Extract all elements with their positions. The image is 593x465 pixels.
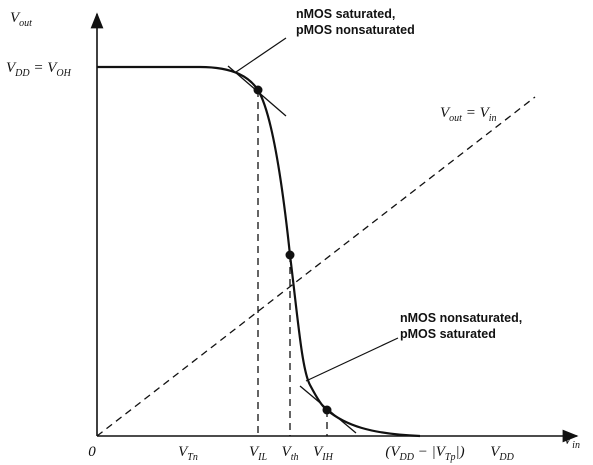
label-subscript: out (449, 113, 462, 124)
label-text: 0 (88, 444, 96, 460)
label-text: = V (462, 105, 491, 121)
label-subscript: th (291, 452, 299, 463)
x-tick-label: VIH (313, 444, 334, 463)
x-tick-label: (VDD − |VTp|) (385, 444, 464, 463)
leader-line (236, 38, 286, 72)
label-subscript: DD (14, 68, 30, 79)
x-tick-label: VTn (178, 444, 198, 463)
label-subscript: in (489, 113, 497, 124)
label-subscript: Tp (445, 452, 456, 463)
voh-label: VDD = VOH (6, 60, 72, 79)
leader-line (306, 338, 398, 381)
label-subscript: out (19, 18, 32, 29)
x-axis-label: Vin (563, 432, 580, 451)
annotation-line: nMOS saturated, (296, 7, 395, 21)
label-subscript: OH (56, 68, 71, 79)
label-subscript: DD (399, 452, 415, 463)
label-subscript: DD (498, 452, 514, 463)
label-text: = V (30, 60, 59, 76)
x-tick-label: VDD (490, 444, 514, 463)
vih-point (323, 406, 332, 415)
vth-point (286, 251, 295, 260)
label-subscript: IH (321, 452, 333, 463)
annotation-line: pMOS nonsaturated (296, 23, 415, 37)
vil-point (254, 86, 263, 95)
annotation-line: nMOS nonsaturated, (400, 311, 522, 325)
label-text: − |V (414, 444, 447, 460)
x-tick-label: VIL (249, 444, 268, 463)
x-tick-label: Vth (282, 444, 299, 463)
label-subscript: Tn (187, 452, 198, 463)
label-text: |) (455, 444, 464, 460)
y-axis-label: Vout (10, 10, 32, 29)
label-subscript: in (572, 440, 580, 451)
vtc-diagram: Vout Vin VDD = VOH Vout = Vin 0 VTn VIL … (0, 0, 593, 465)
label-subscript: IL (257, 452, 267, 463)
diagonal-label: Vout = Vin (440, 105, 497, 124)
annotation-line: pMOS saturated (400, 327, 496, 341)
unity-line (97, 97, 535, 436)
x-tick-label: 0 (88, 444, 96, 460)
